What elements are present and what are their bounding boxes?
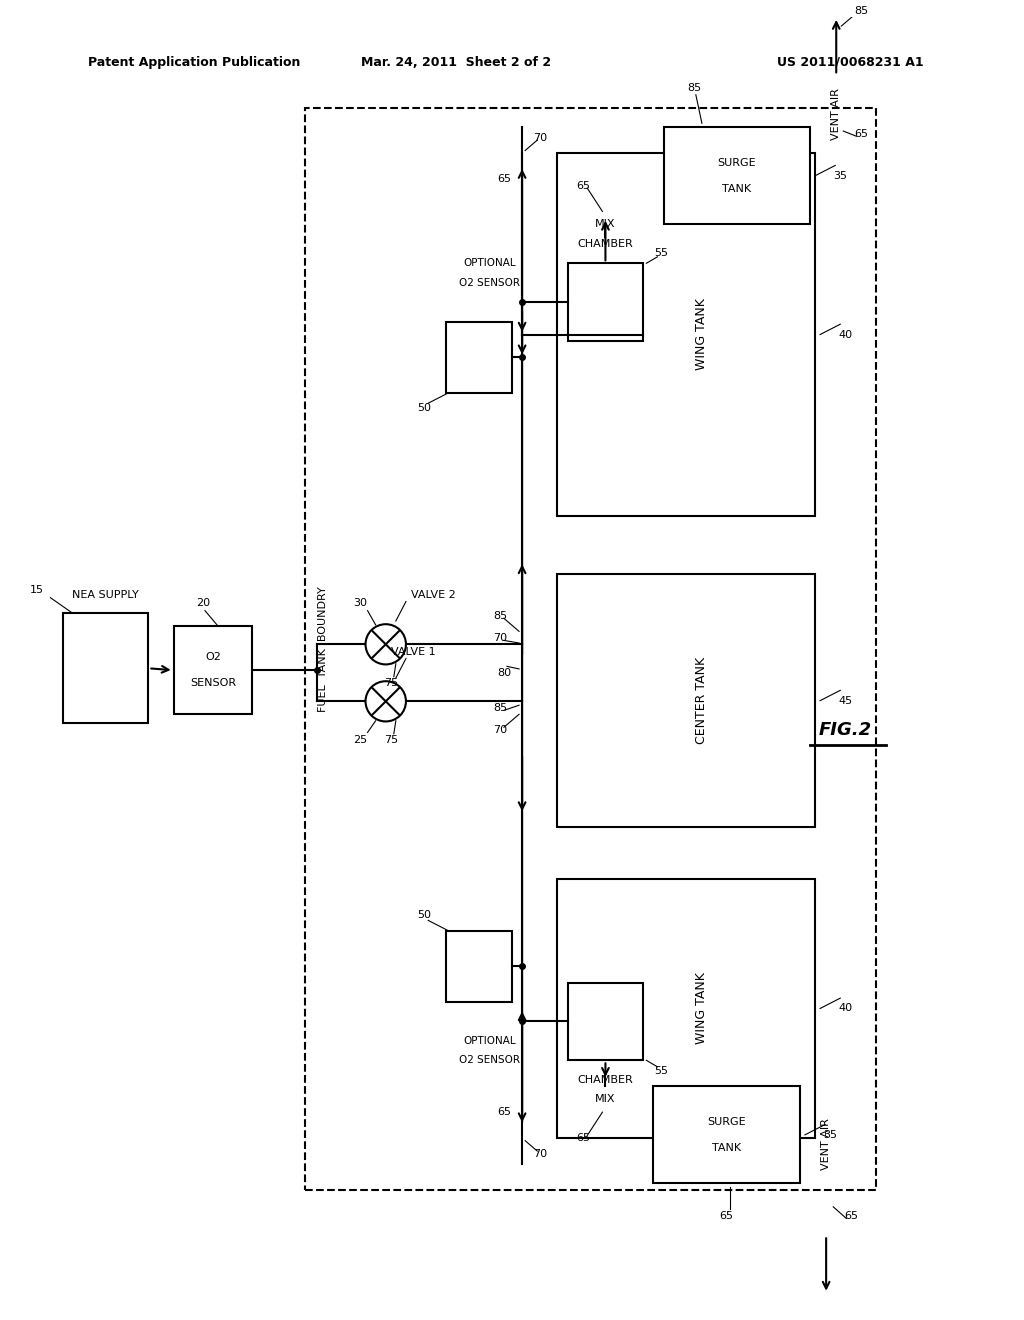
Text: 70: 70	[534, 132, 548, 143]
Text: WING TANK: WING TANK	[695, 298, 708, 371]
Text: 85: 85	[493, 611, 507, 620]
Text: CHAMBER: CHAMBER	[578, 1074, 633, 1085]
Text: VALVE 1: VALVE 1	[391, 647, 435, 657]
Text: 85: 85	[493, 702, 507, 713]
Text: VALVE 2: VALVE 2	[411, 590, 456, 601]
Text: MIX: MIX	[595, 1094, 615, 1105]
Text: FUEL  TANK  BOUNDRY: FUEL TANK BOUNDRY	[318, 586, 328, 711]
Bar	[557, 574, 815, 828]
Text: Patent Application Publication: Patent Application Publication	[88, 55, 300, 69]
Bar	[62, 614, 148, 723]
Text: SURGE: SURGE	[718, 158, 756, 168]
Text: 85: 85	[854, 5, 868, 16]
Text: 40: 40	[839, 1003, 852, 1014]
Bar	[174, 626, 252, 714]
Text: O2: O2	[205, 652, 221, 663]
Ellipse shape	[366, 681, 406, 722]
Bar	[567, 263, 643, 341]
Text: 50: 50	[417, 911, 431, 920]
Text: 15: 15	[31, 585, 44, 595]
Text: 30: 30	[353, 598, 368, 607]
Text: 35: 35	[834, 170, 847, 181]
Text: 65: 65	[845, 1210, 858, 1221]
Text: OPTIONAL: OPTIONAL	[463, 1036, 516, 1045]
Text: O2 SENSOR: O2 SENSOR	[459, 1055, 520, 1065]
Text: 55: 55	[654, 1065, 669, 1076]
Text: CHAMBER: CHAMBER	[578, 239, 633, 249]
Text: MIX: MIX	[595, 219, 615, 230]
Text: 70: 70	[493, 632, 507, 643]
Text: O2 SENSOR: O2 SENSOR	[459, 277, 520, 288]
Text: CENTER TANK: CENTER TANK	[695, 657, 708, 744]
Text: 40: 40	[839, 330, 852, 339]
Text: 65: 65	[497, 1107, 511, 1117]
Text: 65: 65	[497, 174, 511, 183]
Bar	[557, 879, 815, 1138]
Text: 65: 65	[577, 1133, 590, 1143]
Text: 75: 75	[384, 735, 398, 746]
Text: 65: 65	[720, 1210, 733, 1221]
Text: 65: 65	[854, 128, 868, 139]
Bar	[567, 982, 643, 1060]
Text: SENSOR: SENSOR	[189, 678, 237, 688]
Text: 65: 65	[577, 181, 590, 190]
Text: 55: 55	[654, 248, 669, 257]
Text: 85: 85	[687, 83, 700, 94]
Bar	[653, 1086, 800, 1184]
Text: Mar. 24, 2011  Sheet 2 of 2: Mar. 24, 2011 Sheet 2 of 2	[361, 55, 552, 69]
Text: 25: 25	[353, 735, 368, 746]
Text: 75: 75	[384, 678, 398, 688]
Text: 70: 70	[534, 1148, 548, 1159]
Text: 50: 50	[417, 404, 431, 413]
Text: NEA SUPPLY: NEA SUPPLY	[72, 590, 139, 601]
Text: US 2011/0068231 A1: US 2011/0068231 A1	[777, 55, 924, 69]
Bar	[446, 931, 512, 1002]
Bar	[446, 322, 512, 393]
Text: SURGE: SURGE	[708, 1117, 745, 1127]
Text: VENT AIR: VENT AIR	[821, 1118, 831, 1171]
Bar	[305, 108, 876, 1189]
Text: WING TANK: WING TANK	[695, 973, 708, 1044]
Bar	[664, 127, 810, 224]
Text: 70: 70	[493, 725, 507, 735]
Text: 80: 80	[497, 668, 511, 677]
Text: 35: 35	[823, 1130, 838, 1140]
Text: TANK: TANK	[722, 183, 752, 194]
Text: VENT AIR: VENT AIR	[831, 88, 842, 140]
Text: 45: 45	[839, 696, 852, 706]
Bar	[557, 153, 815, 516]
Text: TANK: TANK	[712, 1143, 741, 1152]
Text: 20: 20	[196, 598, 210, 607]
Text: FIG.2: FIG.2	[819, 721, 871, 739]
Ellipse shape	[366, 624, 406, 664]
Text: OPTIONAL: OPTIONAL	[463, 259, 516, 268]
